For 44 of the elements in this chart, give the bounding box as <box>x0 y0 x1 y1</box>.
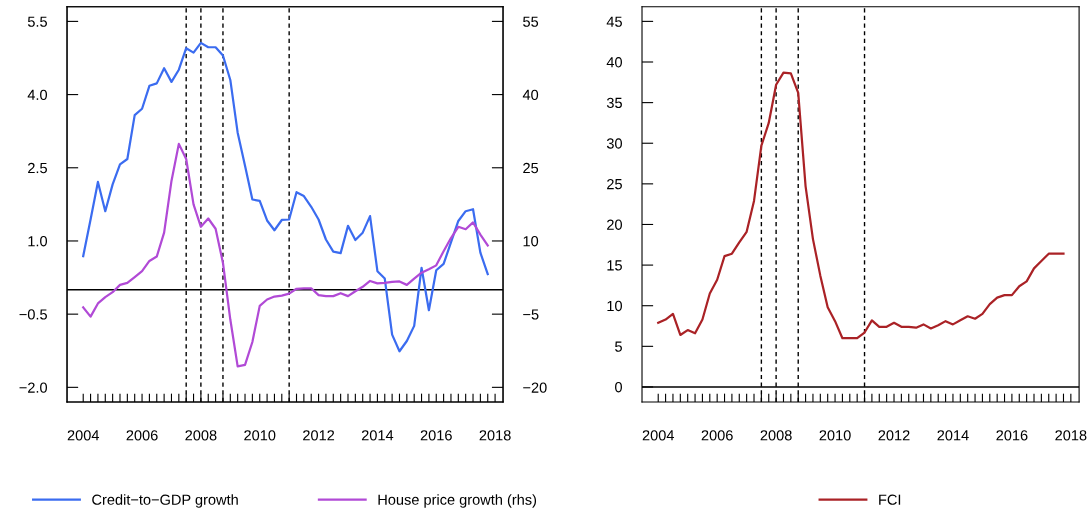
y-tick-label: 2.5 <box>28 162 47 174</box>
y2-tick-label: −20 <box>523 382 547 393</box>
y-tick-label: 4.0 <box>27 89 48 101</box>
x-tick-label: 2016 <box>996 430 1028 441</box>
y2-tick-label: 10 <box>523 236 539 247</box>
y-tick-label: −0.5 <box>19 309 47 320</box>
x-tick-label: 2018 <box>1055 430 1087 441</box>
x-tick-label: 2014 <box>937 430 969 441</box>
y-tick-label: 5.5 <box>27 16 47 27</box>
y-tick-label: 20 <box>607 219 622 230</box>
x-tick-label: 2018 <box>479 430 511 441</box>
x-tick-label: 2014 <box>361 430 394 441</box>
y-tick-label: 1.0 <box>28 236 48 247</box>
line-series <box>82 142 489 368</box>
x-tick-label: 2010 <box>244 430 276 441</box>
line-series <box>657 71 1065 340</box>
y2-tick-label: −5 <box>523 309 539 320</box>
y-tick-label: 15 <box>607 260 622 271</box>
y-tick-label: 5 <box>615 341 622 352</box>
x-tick-label: 2012 <box>878 430 910 441</box>
y-tick-label: −2.0 <box>19 382 48 393</box>
x-tick-label: 2012 <box>303 430 335 441</box>
legend-label: Credit−to−GDP growth <box>92 494 238 508</box>
y-tick-label: 25 <box>607 178 622 190</box>
x-tick-label: 2010 <box>819 430 851 441</box>
x-tick-label: 2004 <box>642 430 675 441</box>
y2-tick-label: 25 <box>523 162 539 174</box>
x-tick-label: 2006 <box>701 430 733 441</box>
legend-label: House price growth (rhs) <box>378 494 537 508</box>
y-tick-label: 40 <box>606 57 622 68</box>
y2-tick-label: 40 <box>522 89 539 101</box>
x-tick-label: 2008 <box>185 430 217 441</box>
y-tick-label: 0 <box>615 382 622 393</box>
x-tick-label: 2016 <box>420 430 452 441</box>
y-tick-label: 35 <box>606 97 622 109</box>
y2-tick-label: 55 <box>523 16 539 27</box>
y-tick-label: 10 <box>607 300 622 312</box>
x-tick-label: 2004 <box>67 430 100 441</box>
y-tick-label: 30 <box>606 138 622 149</box>
y-tick-label: 45 <box>606 16 622 27</box>
legend-label: FCI <box>879 494 901 505</box>
x-tick-label: 2006 <box>126 430 158 441</box>
x-tick-label: 2008 <box>760 430 792 441</box>
line-series <box>82 41 489 353</box>
